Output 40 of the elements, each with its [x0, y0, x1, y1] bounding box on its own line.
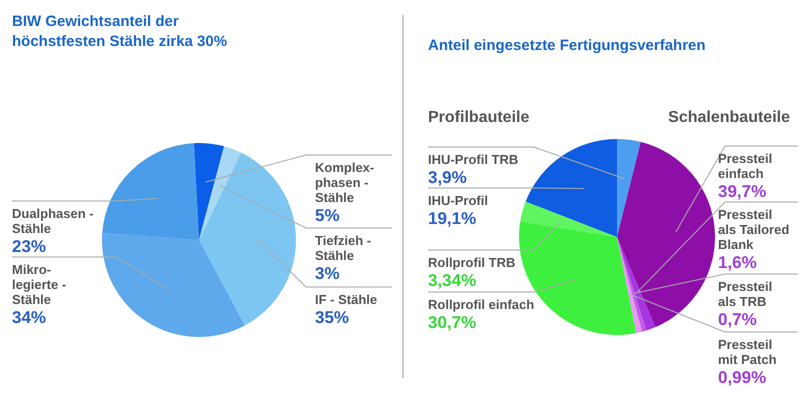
pie-slice — [526, 139, 617, 237]
slice-label: IHU-Profil TRB — [428, 152, 518, 167]
data-label: 35% — [315, 308, 350, 327]
pie-slice — [617, 139, 641, 237]
pie-slice — [102, 143, 199, 240]
chart-title: Anteil eingesetzte Fertigungsverfahren — [428, 37, 706, 54]
data-label: 0,99% — [718, 368, 766, 387]
pie-slice — [194, 143, 224, 240]
data-label: 0,7% — [718, 310, 757, 329]
slice-label: Pressteil einfach — [718, 151, 772, 181]
slice-label: Rollprofil einfach — [428, 297, 534, 312]
slice-label: Pressteil als TRB — [718, 279, 772, 309]
data-label: 30,7% — [428, 313, 476, 332]
data-label: 5% — [315, 206, 340, 225]
slice-label: Pressteil als Tailored Blank — [718, 207, 790, 252]
slice-label: Komplex- phasen - Stähle — [315, 160, 374, 205]
slice-label: IHU-Profil — [428, 193, 488, 208]
data-label: 3,9% — [428, 168, 467, 187]
slice-label: IF - Stähle — [315, 292, 378, 307]
pie-slice — [102, 232, 245, 337]
slice-label: Tiefzieh - Stähle — [315, 233, 372, 263]
chart-title: BIW Gewichtsanteil der höchstfesten Stähle zirka 30% — [12, 13, 228, 50]
data-label: 1,6% — [718, 253, 757, 272]
data-label: 34% — [12, 308, 46, 327]
data-label: 23% — [12, 237, 46, 256]
pie-slice — [199, 152, 296, 326]
pie-slice — [617, 237, 656, 331]
slice-label: Rollprofil TRB — [428, 255, 516, 270]
data-label: 3,34% — [428, 271, 476, 290]
text: Profilbauteile — [428, 109, 530, 126]
data-label: 3% — [315, 264, 340, 283]
text: Schalenbauteile — [668, 109, 790, 126]
pie-slice — [617, 142, 715, 328]
data-label: 39,7% — [718, 182, 766, 201]
slice-label: Pressteil mit Patch — [718, 337, 777, 367]
pie-slice — [520, 201, 617, 237]
slice-label: Mikro- legierte - Stähle — [12, 262, 66, 307]
pie-slice — [199, 146, 242, 240]
slice-label: Dualphasen - Stähle — [12, 206, 94, 236]
data-label: 19,1% — [428, 209, 476, 228]
